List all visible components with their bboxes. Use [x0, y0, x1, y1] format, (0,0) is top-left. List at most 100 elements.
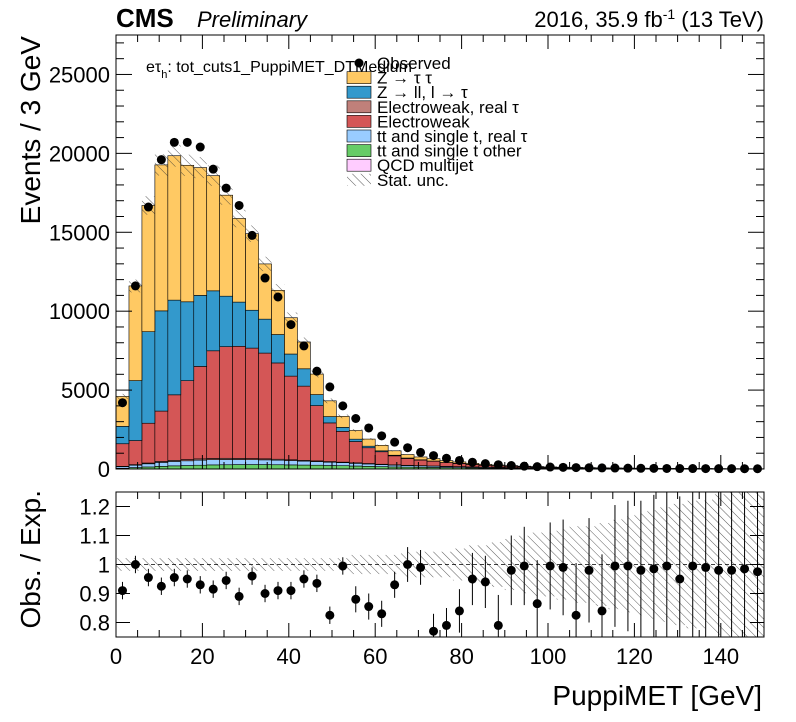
bar	[284, 460, 298, 466]
data-point	[260, 273, 270, 283]
stat-unc-bin	[362, 438, 376, 441]
bar	[206, 290, 220, 352]
ratio-point	[130, 560, 140, 569]
ratio-y-tick-label: 1	[98, 553, 110, 578]
bar	[400, 458, 415, 466]
legend-swatch	[346, 115, 372, 128]
bar	[387, 455, 402, 466]
legend-swatch	[346, 129, 372, 143]
ratio-point	[221, 575, 231, 585]
bar	[206, 464, 220, 470]
legend-entry: Observed	[354, 54, 451, 73]
bar	[297, 460, 311, 466]
bar	[232, 464, 246, 470]
status-label: Preliminary	[197, 7, 309, 32]
legend-label: Electroweak, real τ	[377, 98, 519, 117]
bar	[258, 352, 272, 460]
stat-unc-bin	[232, 209, 246, 228]
data-point	[247, 230, 257, 240]
data-point	[467, 457, 477, 467]
stat-unc-bin	[414, 456, 428, 458]
bar	[245, 347, 259, 459]
legend-swatch	[346, 158, 372, 172]
bar	[271, 459, 285, 466]
bar	[297, 385, 311, 461]
data-point	[571, 463, 581, 473]
data-point	[441, 453, 451, 463]
legend-swatch	[346, 85, 372, 99]
ratio-unc-bin	[284, 558, 298, 571]
data-point	[130, 281, 140, 291]
lumi-label: 2016, 35.9 fb-1 (13 TeV)	[534, 6, 764, 32]
bar	[387, 450, 402, 456]
x-tick-label: 60	[363, 644, 387, 669]
bar	[193, 366, 208, 460]
bar	[128, 464, 143, 468]
ratio-point	[623, 561, 633, 571]
data-point	[156, 155, 166, 165]
bar	[348, 441, 363, 464]
ratio-unc-bin	[491, 542, 505, 587]
bar	[310, 461, 324, 466]
bar	[154, 164, 169, 312]
bar	[297, 368, 311, 387]
lumi-prefix: 2016, 35.9 fb	[534, 7, 662, 32]
data-point	[221, 183, 231, 193]
ratio-point	[753, 567, 763, 577]
bar	[323, 461, 337, 466]
legend-label: tt and single t, real τ	[377, 127, 528, 146]
legend-label: QCD multijet	[377, 156, 474, 175]
ratio-point	[714, 565, 724, 575]
data-point	[351, 413, 361, 423]
stat-unc-bin	[388, 450, 402, 452]
ratio-point	[182, 574, 192, 584]
bar	[336, 431, 350, 463]
data-point	[286, 320, 296, 330]
ratio-point	[325, 610, 335, 620]
ratio-point	[169, 573, 179, 583]
experiment-label: CMS	[116, 3, 174, 33]
legend-label: Electroweak	[377, 112, 470, 131]
bar	[180, 465, 195, 470]
bar	[232, 218, 246, 303]
bar	[154, 410, 169, 462]
ratio-point	[727, 565, 737, 575]
legend-label: Z → τ τ	[377, 69, 432, 88]
data-point	[312, 366, 322, 376]
data-point	[117, 398, 127, 408]
data-point	[338, 401, 348, 411]
bar	[193, 459, 208, 466]
legend-swatch	[346, 144, 372, 157]
ratio-point	[649, 564, 659, 574]
data-point	[597, 463, 607, 473]
ratio-point	[636, 565, 646, 575]
bar	[297, 464, 311, 470]
bar	[413, 459, 428, 466]
data-point	[169, 137, 179, 147]
ratio-panel: 0.8 0.9 1 1.1 1.2 0 20 40 60 80 100 120 140	[79, 491, 765, 669]
legend-swatch	[346, 71, 372, 84]
stat-unc-bin	[116, 393, 129, 399]
bar	[232, 301, 246, 347]
x-tick-label: 100	[530, 644, 567, 669]
bar	[348, 438, 363, 442]
ratio-unc-bin	[206, 558, 220, 571]
bar	[206, 175, 220, 292]
bar	[141, 422, 156, 464]
ratio-unc-bin	[141, 558, 155, 571]
stat-unc-bin	[180, 154, 194, 176]
channel-label: eτh: tot_cuts1_PuppiMET_DTMedium	[146, 59, 412, 81]
ratio-point	[597, 606, 607, 616]
stat-unc-bin	[375, 444, 389, 447]
bar	[310, 464, 324, 470]
bar	[245, 309, 259, 349]
bar	[219, 464, 233, 470]
bar	[219, 459, 233, 466]
ratio-point	[377, 609, 387, 619]
bar	[336, 427, 350, 432]
ratio-point	[143, 573, 153, 583]
ratio-point	[701, 562, 711, 572]
bar	[219, 346, 233, 459]
